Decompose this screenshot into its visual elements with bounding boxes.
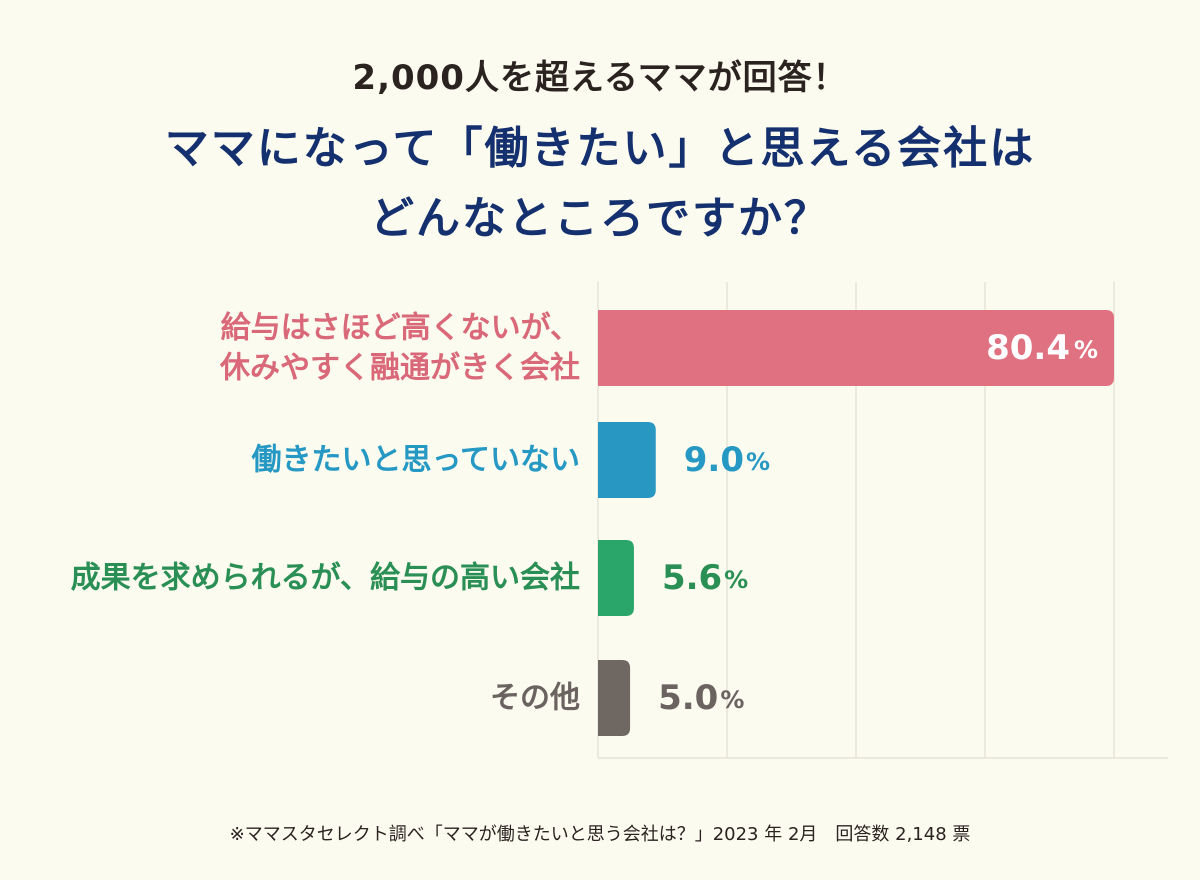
value-label-1: 9.0 <box>684 440 744 480</box>
value-label-2: 5.6 <box>662 558 722 598</box>
chart-subtitle: 2,000人を超えるママが回答！ <box>352 58 848 98</box>
value-unit-1: % <box>746 448 770 476</box>
category-label-0-0: 給与はさほど高くないが、 <box>221 311 580 346</box>
value-unit-3: % <box>720 686 744 714</box>
source-footnote: ※ママスタセレクト調べ「ママが働きたいと思う会社は？」2023 年 2月 回答数… <box>229 824 971 845</box>
bar-1 <box>598 422 656 498</box>
category-label-3-0: その他 <box>490 681 580 716</box>
value-label-0: 80.4 <box>986 328 1070 368</box>
chart-title-line-1: ママになって「働きたい」と思える会社は <box>164 123 1036 174</box>
bar-0 <box>598 310 1114 386</box>
category-label-0-1: 休みやすく融通がきく会社 <box>219 351 580 386</box>
bar-3 <box>598 660 631 736</box>
value-unit-2: % <box>724 566 748 594</box>
bar-2 <box>598 540 634 616</box>
category-label-2-0: 成果を求められるが、給与の高い会社 <box>71 561 580 596</box>
value-label-3: 5.0 <box>658 678 718 718</box>
chart-title-line-2: どんなところですか？ <box>370 193 830 244</box>
category-label-1-0: 働きたいと思っていない <box>251 443 581 478</box>
value-unit-0: % <box>1074 336 1098 364</box>
